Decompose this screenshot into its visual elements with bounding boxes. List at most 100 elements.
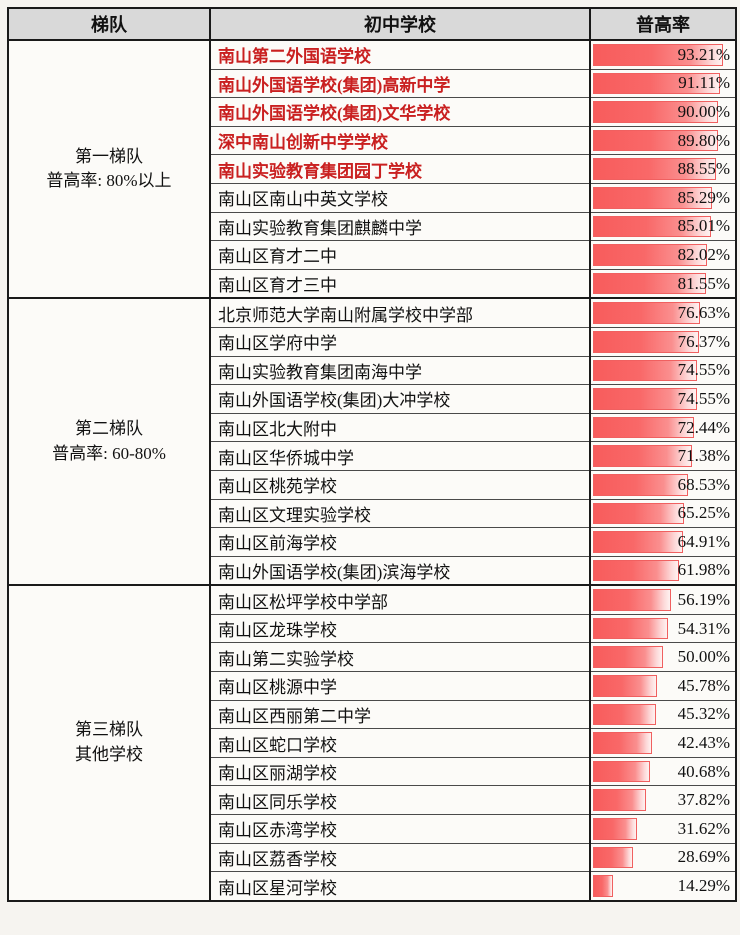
school-name-cell: 南山区同乐学校	[209, 785, 591, 816]
rate-data-bar	[593, 44, 723, 66]
school-name-cell: 南山实验教育集团园丁学校	[209, 154, 591, 184]
school-name-cell: 南山实验教育集团麒麟中学	[209, 211, 591, 242]
table-row: 南山区星河学校 14.29%	[8, 871, 737, 902]
rate-cell: 54.31%	[589, 613, 737, 644]
rate-cell: 56.19%	[589, 584, 737, 615]
tier-name: 第三梯队	[75, 720, 143, 740]
school-name-cell: 南山区北大附中	[209, 412, 591, 443]
school-name-cell: 南山区华侨城中学	[209, 441, 591, 471]
rate-value: 28.69%	[677, 847, 730, 867]
school-name-cell: 南山区学府中学	[209, 326, 591, 357]
table-row: 南山区蛇口学校 42.43%	[8, 728, 737, 758]
rate-value: 76.63%	[677, 303, 730, 323]
table-row: 南山外国语学校(集团)高新中学 91.11%	[8, 68, 737, 99]
col-header-school: 初中学校	[209, 7, 591, 41]
school-rate-table: 梯队 初中学校 普高率 第一梯队 普高率: 80%以上 南山第二外国语学校 93.21…	[7, 7, 737, 902]
table-row: 南山区桃苑学校 68.53%	[8, 469, 737, 500]
school-name-cell: 南山第二外国语学校	[209, 38, 591, 70]
rate-cell: 65.25%	[589, 498, 737, 529]
rate-data-bar	[593, 359, 697, 382]
rate-data-bar	[593, 302, 700, 324]
tier-cell-2: 第二梯队普高率: 60-80%	[7, 297, 211, 587]
table-row: 南山区学府中学 76.37%	[8, 326, 737, 357]
rate-value: 93.21%	[677, 44, 730, 64]
rate-cell: 14.29%	[589, 871, 737, 902]
table-row: 南山区育才二中 82.02%	[8, 240, 737, 270]
rate-value: 72.44%	[677, 417, 730, 437]
rate-cell: 88.55%	[589, 154, 737, 184]
tier-note: 普高率: 60-80%	[52, 443, 166, 463]
rate-cell: 81.55%	[589, 268, 737, 299]
rate-data-bar	[593, 589, 672, 611]
rate-cell: 89.80%	[589, 125, 737, 156]
school-name-cell: 南山区松坪学校中学部	[209, 584, 591, 615]
tier-name: 第二梯队	[75, 419, 143, 439]
rate-data-bar	[593, 416, 694, 439]
rate-data-bar	[593, 760, 650, 783]
table-row: 南山实验教育集团麒麟中学 85.01%	[8, 211, 737, 242]
table-row: 南山区南山中英文学校 85.29%	[8, 182, 737, 213]
rate-cell: 74.55%	[589, 355, 737, 386]
rate-value: 61.98%	[677, 560, 730, 580]
rate-data-bar	[593, 875, 613, 897]
school-name-cell: 南山区南山中英文学校	[209, 182, 591, 213]
rate-data-bar	[593, 789, 646, 812]
school-name-cell: 北京师范大学南山附属学校中学部	[209, 297, 591, 328]
rate-value: 74.55%	[677, 388, 730, 408]
table-row: 南山区龙珠学校 54.31%	[8, 613, 737, 644]
school-name-cell: 南山外国语学校(集团)高新中学	[209, 68, 591, 99]
rate-cell: 61.98%	[589, 555, 737, 586]
school-name-cell: 南山区桃源中学	[209, 671, 591, 701]
rate-value: 90.00%	[677, 101, 730, 121]
rate-data-bar	[593, 617, 669, 640]
page: 梯队 初中学校 普高率 第一梯队 普高率: 80%以上 南山第二外国语学校 93.21…	[7, 7, 737, 902]
rate-value: 85.29%	[677, 187, 730, 207]
rate-data-bar	[593, 186, 712, 209]
school-name-cell: 南山外国语学校(集团)文华学校	[209, 97, 591, 127]
table-row: 南山区华侨城中学 71.38%	[8, 441, 737, 471]
table-row: 第一梯队 普高率: 80%以上 南山第二外国语学校 93.21%	[7, 38, 737, 300]
rate-data-bar	[593, 129, 718, 152]
table-row: 南山区桃源中学 45.78%	[8, 671, 737, 701]
school-name-cell: 南山区桃苑学校	[209, 469, 591, 500]
rate-cell: 85.29%	[589, 182, 737, 213]
school-name-cell: 南山区荔香学校	[209, 842, 591, 873]
school-name-cell: 南山区丽湖学校	[209, 756, 591, 787]
col-header-tier: 梯队	[7, 7, 211, 41]
rate-value: 45.32%	[677, 704, 730, 724]
rate-data-bar	[593, 445, 693, 467]
rate-cell: 71.38%	[589, 441, 737, 471]
rate-value: 37.82%	[677, 790, 730, 810]
rate-data-bar	[593, 646, 663, 669]
rate-value: 31.62%	[677, 818, 730, 838]
rate-data-bar	[593, 846, 633, 869]
rate-value: 68.53%	[677, 474, 730, 494]
table-row: 第二梯队 普高率: 60-80% 北京师范大学南山附属学校中学部 76.63%	[7, 297, 737, 587]
rate-value: 91.11%	[678, 73, 730, 93]
rate-value: 82.02%	[677, 244, 730, 264]
rate-cell: 74.55%	[589, 384, 737, 414]
rate-data-bar	[593, 72, 720, 95]
rate-data-bar	[593, 388, 697, 410]
table-row: 南山区西丽第二中学 45.32%	[8, 699, 737, 730]
rate-cell: 68.53%	[589, 469, 737, 500]
rate-cell: 37.82%	[589, 785, 737, 816]
rate-cell: 50.00%	[589, 642, 737, 673]
rate-value: 50.00%	[677, 647, 730, 667]
school-name-cell: 南山第二实验学校	[209, 642, 591, 673]
rate-value: 64.91%	[677, 531, 730, 551]
school-name-cell: 南山区赤湾学校	[209, 814, 591, 844]
rate-data-bar	[593, 559, 680, 582]
table-row: 南山外国语学校(集团)大冲学校 74.55%	[8, 384, 737, 414]
rate-data-bar	[593, 732, 652, 754]
school-name-cell: 南山区星河学校	[209, 871, 591, 902]
rate-data-bar	[593, 101, 719, 123]
table-row: 南山区同乐学校 37.82%	[8, 785, 737, 816]
rate-data-bar	[593, 675, 657, 697]
school-name-cell: 南山区育才三中	[209, 268, 591, 299]
rate-cell: 93.21%	[589, 38, 737, 70]
rate-value: 56.19%	[677, 590, 730, 610]
rate-value: 65.25%	[677, 503, 730, 523]
tier-cell-1: 第一梯队 普高率: 80%以上	[7, 38, 211, 300]
rate-cell: 91.11%	[589, 68, 737, 99]
